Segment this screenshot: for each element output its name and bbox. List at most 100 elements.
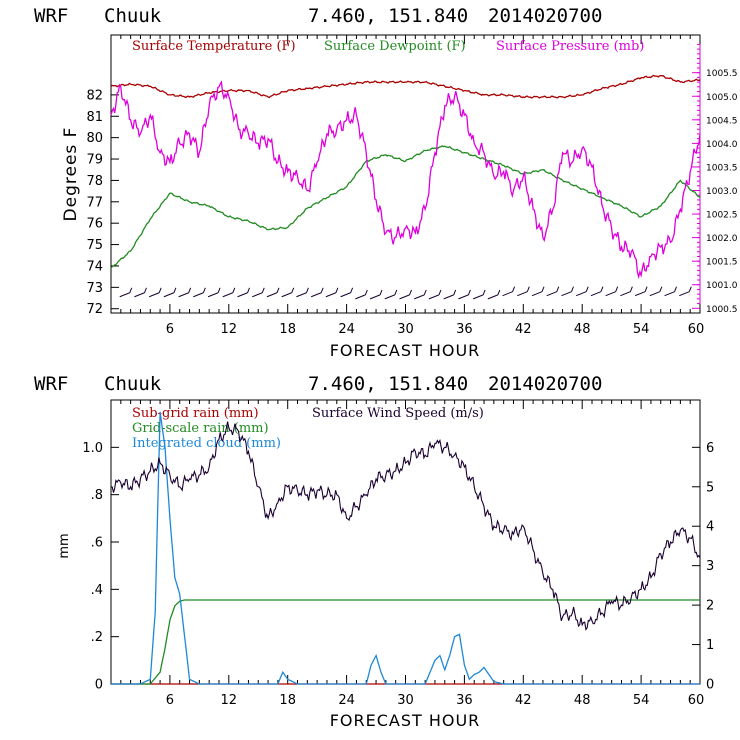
wind-barb-flag [600, 286, 604, 292]
wind-barb [414, 294, 425, 300]
y-tick-label: 82 [86, 88, 103, 103]
y2-tick-label: 2 [706, 599, 714, 614]
wind-barb [134, 292, 145, 298]
wind-barb-flag [350, 287, 354, 293]
wind-barb-flag [688, 286, 692, 292]
wind-barb [178, 292, 189, 298]
y-tick-label: .4 [91, 583, 103, 598]
bottom-x-axis: 6 12 18 24 30 36 42 48 54 60 [120, 400, 704, 708]
wind-barb [163, 292, 175, 298]
wind-barb-flag [188, 287, 192, 293]
wind-barb-flag [409, 289, 412, 296]
top-header-coords: 7.460, 151.840 [308, 5, 468, 27]
legend-grid-scale-rain: Grid-scale rain (mm) [132, 421, 269, 436]
bottom-panel: WRF Chuuk 7.460, 151.840 2014020700 6 12 1… [34, 373, 714, 730]
wind-barb [369, 294, 381, 300]
wind-barb [620, 291, 631, 297]
wind-barb [443, 294, 454, 300]
wind-barb-flag [615, 286, 619, 292]
wind-barb-flag [629, 286, 633, 292]
wind-barb-flag [291, 287, 295, 293]
series-line-surface-dewpoint [110, 145, 701, 269]
wind-barb-flag [556, 286, 560, 292]
wind-barb-flag [423, 289, 427, 296]
wind-barb [634, 291, 646, 297]
y-tick-label: 75 [86, 238, 103, 253]
wind-barb-flag [585, 286, 589, 292]
wind-barb [679, 291, 690, 297]
x-tick-label: 12 [221, 693, 238, 708]
wind-barb-flag [467, 289, 471, 296]
x-tick-label: 42 [515, 693, 532, 708]
top-x-axis-label: FORECAST HOUR [330, 341, 481, 360]
y-tick-label: .6 [91, 536, 103, 551]
wind-barb-flag [232, 287, 236, 293]
y2-tick-label: 1003.5 [706, 163, 738, 173]
legend-sub-grid-rain: Sub-grid rain (mm) [132, 406, 259, 421]
wind-barb-flag [276, 287, 280, 293]
x-tick-label: 54 [633, 322, 650, 337]
wind-barb-flag [497, 289, 501, 296]
y2-tick-label: 1005.0 [706, 93, 738, 103]
y2-tick-label: 1003.0 [706, 187, 738, 197]
legend-surface-wind-speed: Surface Wind Speed (m/s) [312, 406, 484, 421]
wind-barb [310, 292, 322, 298]
series-line-surface-pressure [110, 80, 701, 280]
legend-surface-dewpoint: Surface Dewpoint (F) [324, 39, 466, 54]
wind-barbs [119, 286, 692, 300]
y2-tick-label: 1001.0 [706, 281, 738, 291]
wind-barb [119, 292, 130, 298]
x-tick-label: 30 [397, 322, 414, 337]
series-line-integrated-cloud [111, 411, 700, 685]
wind-barb-flag [143, 287, 147, 293]
wind-barb [458, 294, 469, 300]
wind-barb-flag [320, 287, 324, 293]
wind-barb [487, 294, 499, 300]
wind-barb [193, 292, 204, 298]
wind-barb-flag [335, 287, 339, 293]
wind-barb [207, 292, 219, 298]
y-tick-label: 78 [86, 174, 103, 189]
y2-tick-label: 1005.5 [706, 69, 738, 79]
y-tick-label: .2 [91, 630, 103, 645]
bottom-header-coords: 7.460, 151.840 [308, 373, 468, 395]
wind-barb [325, 292, 337, 298]
y2-tick-label: 1 [706, 638, 714, 653]
wind-barb [148, 292, 160, 298]
y-tick-label: 72 [86, 302, 103, 317]
wind-barb [561, 291, 572, 297]
y2-tick-label: 0 [706, 678, 714, 693]
wind-barb [355, 294, 366, 300]
wind-barb-flag [217, 287, 221, 293]
wind-barb [576, 291, 587, 297]
top-plot-frame [110, 34, 701, 314]
y2-tick-label: 1002.5 [706, 211, 738, 221]
wind-barb [664, 291, 675, 297]
x-tick-label: 6 [166, 693, 174, 708]
y-tick-label: 80 [86, 131, 103, 146]
x-tick-label: 24 [338, 322, 355, 337]
x-tick-label: 12 [221, 322, 238, 337]
wind-barb [590, 291, 602, 297]
x-tick-label: 36 [456, 322, 473, 337]
series-line-surface-temperature [110, 74, 701, 99]
top-panel: WRF Chuuk 7.460, 151.840 2014020700 6 12 1… [34, 5, 738, 360]
wind-barb-flag [305, 287, 309, 293]
y-tick-label: 79 [86, 153, 103, 168]
wind-barb-flag [482, 289, 486, 296]
wind-barb [340, 292, 351, 298]
wind-barb-flag [659, 286, 663, 292]
x-tick-label: 18 [279, 322, 296, 337]
legend-surface-pressure: Surface Pressure (mb) [496, 39, 644, 54]
top-header-station: Chuuk [104, 5, 162, 27]
x-tick-label: 24 [338, 693, 355, 708]
y2-tick-label: 3 [706, 559, 714, 574]
wind-barb-flag [541, 286, 545, 292]
wind-barb-flag [158, 287, 162, 293]
wind-barb [281, 292, 292, 298]
wind-barb [296, 292, 307, 298]
wind-barb [605, 291, 616, 297]
top-y-axis-label: Degrees F [61, 127, 81, 222]
y2-tick-label: 6 [706, 441, 714, 456]
x-tick-label: 54 [633, 693, 650, 708]
